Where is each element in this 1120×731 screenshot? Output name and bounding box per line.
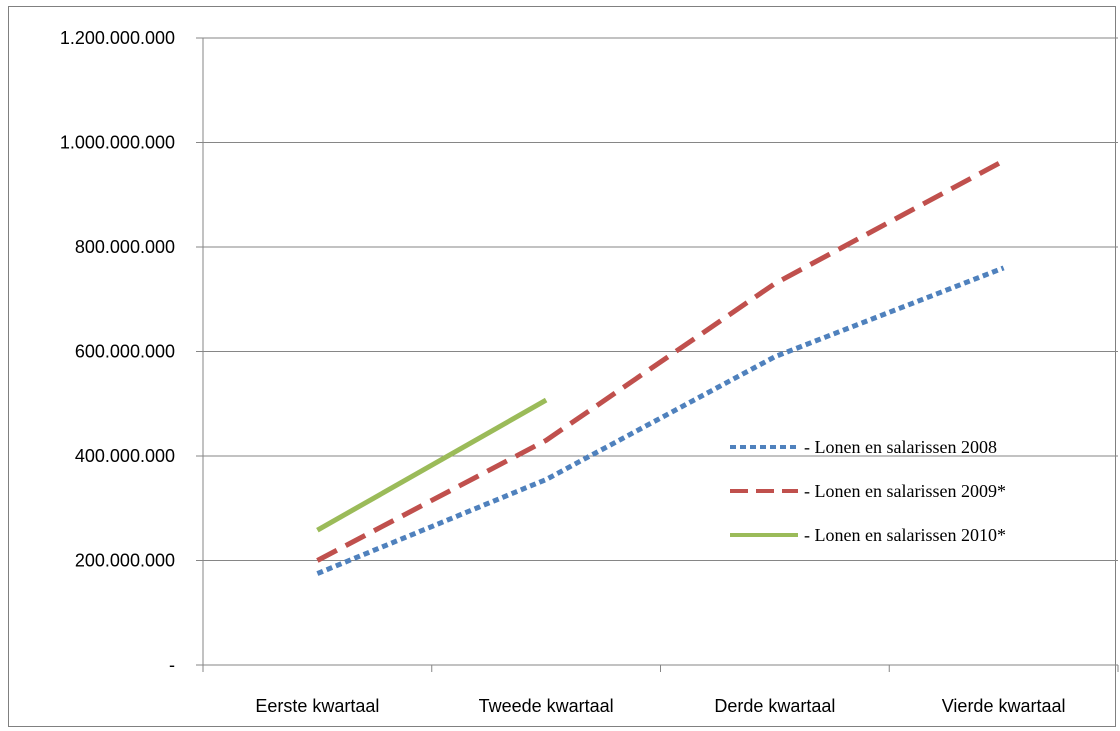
x-tick-label: Vierde kwartaal	[942, 696, 1066, 716]
y-tick-label: 1.000.000.000	[60, 133, 175, 153]
chart-frame	[8, 6, 1116, 727]
series-line-2	[316, 158, 1005, 563]
legend-label-1: - Lonen en salarissen 2008	[804, 437, 997, 457]
x-tick-labels: Eerste kwartaal Tweede kwartaal Derde kwar…	[255, 696, 1065, 716]
legend-label-3: - Lonen en salarissen 2010*	[804, 525, 1006, 545]
y-tick-label: 400.000.000	[75, 446, 175, 466]
x-tick-label: Derde kwartaal	[714, 696, 835, 716]
legend-label-2: - Lonen en salarissen 2009*	[804, 481, 1006, 501]
series-line-1	[316, 265, 1005, 576]
legend: - Lonen en salarissen 2008 - Lonen en sal…	[730, 437, 1006, 545]
y-tick-label: 200.000.000	[75, 551, 175, 571]
axes	[196, 37, 1119, 672]
y-tick-labels: - 200.000.000 400.000.000 600.000.000 800.00…	[60, 28, 175, 675]
x-tick-label: Tweede kwartaal	[479, 696, 614, 716]
y-tick-label: 1.200.000.000	[60, 28, 175, 48]
series-lines	[316, 158, 1005, 576]
y-tick-label: 600.000.000	[75, 342, 175, 362]
x-tick-label: Eerste kwartaal	[255, 696, 379, 716]
series-line-3	[316, 397, 548, 533]
y-tick-label: 800.000.000	[75, 237, 175, 257]
y-tick-label: -	[169, 655, 175, 675]
